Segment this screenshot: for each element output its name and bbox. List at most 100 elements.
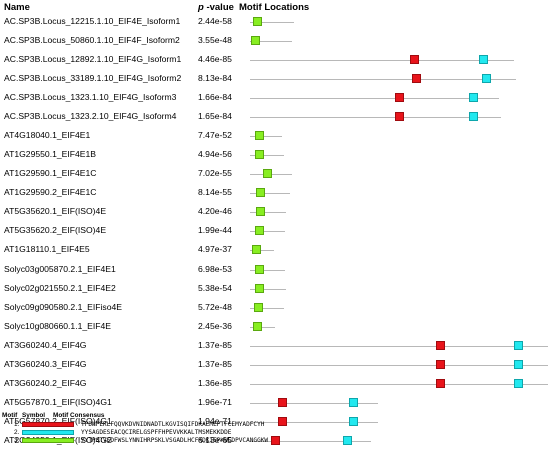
sequence-name: AC.SP3B.Locus_12892.1.10_EIF4G_Isoform1 [4,54,182,65]
motif-3-block [255,226,264,236]
table-row: AT1G29590.2_EIF4E1C 8.14e-55 [0,184,550,203]
sequence-name: AC.SP3B.Locus_1323.2.10_EIF4G_Isoform4 [4,111,177,122]
motif-3-block [255,283,264,293]
motif-1-block [271,435,280,445]
sequence-name: AC.SP3B.Locus_33189.1.10_EIF4G_Isoform2 [4,73,182,84]
motif-3-block [256,188,265,198]
sequence-line [250,440,371,442]
table-row: AT3G60240.4_EIF4G 1.37e-85 [0,337,550,356]
table-row: AC.SP3B.Locus_33189.1.10_EIF4G_Isoform2 8… [0,70,550,89]
motif-track [0,299,550,318]
table-row: AT1G29550.1_EIF4E1B 4.94e-56 [0,146,550,165]
table-row: AT1G18110.1_EIF4E5 4.97e-37 [0,241,550,260]
motif-2-block [469,93,478,103]
table-row: Solyc03g005870.2.1_EIF4E1 6.98e-53 [0,261,550,280]
p-value: 7.47e-52 [198,130,232,141]
table-row: AT5G57870.2_EIF(ISO)4G1 1.94e-71 [0,413,550,432]
motif-3-block [251,36,260,46]
pvalue-column-header: p -value [198,2,234,13]
sequence-line [250,98,499,100]
sequence-name: AT5G57870.2_EIF(ISO)4G1 [4,415,112,426]
sequence-name: AT5G35620.2_EIF(ISO)4E [4,225,107,236]
p-value: 4.97e-37 [198,244,232,255]
sequence-name: Solyc03g005870.2.1_EIF4E1 [4,263,116,274]
p-value: 4.46e-85 [198,54,232,65]
motif-3-block [263,169,272,179]
table-row: Solyc09g090580.2.1_EIFiso4E 5.72e-48 [0,299,550,318]
motif-track [0,108,550,127]
sequence-name: AT3G60240.2_EIF4G [4,377,87,388]
sequence-line [250,307,284,309]
legend-row-1: 1. TPDNFEKLFQQVKDVNIDNADTLKGVISQIFDKALME… [0,421,550,429]
motif-3-block [255,150,264,160]
motif-track [0,375,550,394]
motif-3-block [253,321,262,331]
sequence-line [250,155,284,157]
motif-2-block [514,359,523,369]
sequence-line [250,231,285,233]
sequence-name: AT4G18040.1_EIF4E1 [4,130,91,141]
motif-2-block [514,378,523,388]
motif-1-block [395,112,404,122]
table-row: AT5G35620.2_EIF(ISO)4E 1.99e-44 [0,222,550,241]
sequence-name: Solyc09g090580.2.1_EIFiso4E [4,301,123,312]
motif-3-block [253,17,262,26]
pvalue-p-italic: p [198,2,204,13]
motif-track [0,32,550,51]
motif-track [0,127,550,146]
p-value: 2.45e-36 [198,320,232,331]
motif-3-block [255,131,264,141]
table-row: Solyc02g021550.2.1_EIF4E2 5.38e-54 [0,280,550,299]
sequence-name: AT1G29550.1_EIF4E1B [4,149,97,160]
motif-track [0,89,550,108]
p-value: 1.66e-84 [198,92,232,103]
sequence-line [250,41,292,43]
motif-track [0,70,550,89]
legend-motif-header: Motif [2,412,18,419]
motif-track [0,261,550,280]
motif-1-block [436,340,445,350]
legend-symbol-header: Symbol [22,412,46,419]
p-value: 2.44e-58 [198,16,232,26]
p-value: 5.72e-48 [198,301,232,312]
sequence-line [250,79,516,81]
motif-track [0,318,550,337]
table-row: AC.SP3B.Locus_1323.1.10_EIF4G_Isoform3 1.… [0,89,550,108]
legend-row-3: 3. YYTPSTVEDFWSLYNNIHRPSKLVSGADLHCFKDKIE… [0,437,550,445]
table-row: AT5G57870.1_EIF(ISO)4G1 1.96e-71 [0,394,550,413]
table-row: Solyc10g080660.1.1_EIF4E 2.45e-36 [0,318,550,337]
p-value: 4.94e-56 [198,149,232,160]
sequence-name: AT1G29590.2_EIF4E1C [4,187,97,198]
sequence-line [250,383,548,385]
legend-num: 1. [14,421,20,428]
pvalue-suffix: -value [203,2,234,13]
motif-2-block [482,74,491,84]
motif-1-block [395,93,404,103]
sequence-name: AT3G60240.4_EIF4G [4,339,87,350]
sequence-line [250,250,274,252]
motif-3-swatch [22,438,74,443]
table-row: AT3G60240.2_EIF4G 1.36e-85 [0,375,550,394]
motif-3-block [254,302,263,312]
table-row: AC.SP3B.Locus_12215.1.10_EIF4E_Isoform1 2… [0,13,550,32]
table-row: AT3G60240.3_EIF4G 1.37e-85 [0,356,550,375]
motif-1-swatch [22,422,74,427]
motif-track [0,241,550,260]
sequence-name: AT1G18110.1_EIF4E5 [4,244,90,255]
motif-1-block [278,416,287,426]
motif-3-block [256,207,265,217]
p-value: 1.94e-71 [198,415,232,426]
motif-track [0,356,550,375]
motif-2-block [343,435,352,445]
motif-track [0,413,550,432]
motif-1-block [410,55,419,65]
sequence-line [250,364,548,366]
legend-consensus: YYSAGDESEACQCIRELGSPFFHPEVVKKALTMSMEKKDD… [81,429,232,436]
p-value: 6.98e-53 [198,263,232,274]
sequence-line [250,136,282,138]
p-value: 8.13e-84 [198,73,232,84]
motif-track [0,280,550,299]
sequence-name: AT1G29590.1_EIF4E1C [4,168,97,179]
table-row: AT1G29590.1_EIF4E1C 7.02e-55 [0,165,550,184]
sequence-line [250,60,514,62]
